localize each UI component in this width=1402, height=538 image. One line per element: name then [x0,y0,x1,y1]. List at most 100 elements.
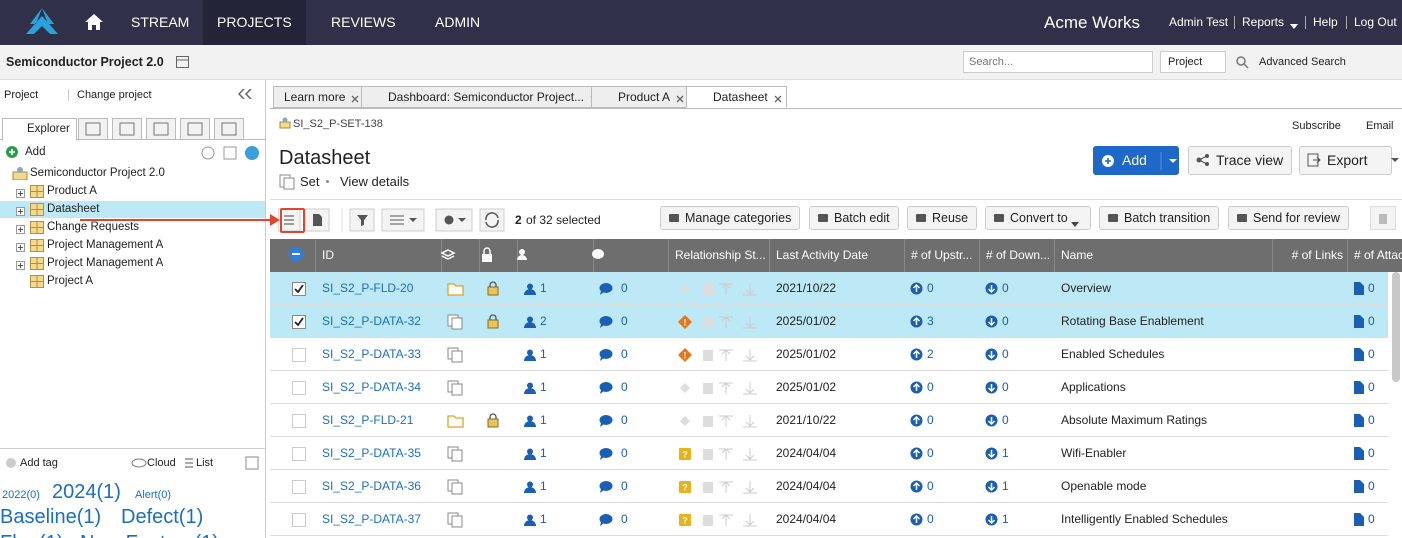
column-header[interactable]: # of Links [1273,239,1348,272]
item-id[interactable]: SI_S2_P-DATA-34 [322,380,421,394]
attachment-count[interactable]: 0 [1368,347,1375,361]
user-count[interactable]: 1 [540,281,547,295]
comment-count[interactable]: 0 [621,314,628,328]
tag[interactable]: Defect(1) [121,506,204,528]
email[interactable]: Email [1366,120,1394,132]
explorer-tab[interactable]: Explorer [2,118,77,141]
downstream-count[interactable]: 0 [1002,347,1009,361]
tree-node[interactable]: Project Management A [47,239,164,251]
item-id[interactable]: SI_S2_P-DATA-32 [322,314,421,328]
item-id[interactable]: SI_S2_P-DATA-33 [322,347,421,361]
toolbar-button[interactable]: Batch edit [809,206,899,230]
tag[interactable]: 2024(1) [52,481,121,503]
export[interactable]: Export [1299,146,1393,175]
tag[interactable]: Alert(0) [135,489,172,501]
comment-count[interactable]: 0 [621,347,628,361]
tag[interactable]: Flag(1) [0,532,63,538]
downstream-count[interactable]: 1 [1002,479,1009,493]
comment-count[interactable]: 0 [621,446,628,460]
tree-node[interactable]: Product A [47,185,97,197]
comment-count[interactable]: 0 [621,281,628,295]
nav-item[interactable]: REVIEWS [331,14,396,30]
tree-node[interactable]: Project Management A [47,257,164,269]
attachment-count[interactable]: 0 [1368,380,1375,394]
user-name[interactable]: Admin Test [1169,15,1229,29]
tree-node[interactable]: Change Requests [47,221,140,233]
comment-count[interactable]: 0 [621,479,628,493]
upstream-count[interactable]: 0 [927,380,934,394]
tree-root[interactable]: Semiconductor Project 2.0 [30,167,165,179]
upstream-count[interactable]: 2 [927,347,934,361]
project-menu[interactable]: Project [4,89,39,101]
downstream-count[interactable]: 1 [1002,512,1009,526]
logo[interactable] [22,6,62,38]
nav-link[interactable]: Help [1313,15,1338,29]
comment-count[interactable]: 0 [621,380,628,394]
item-id[interactable]: SI_S2_P-FLD-21 [322,413,414,427]
downstream-count[interactable]: 0 [1002,380,1009,394]
column-header[interactable]: # of Upstr... [905,239,980,272]
downstream-count[interactable]: 1 [1002,446,1009,460]
nav-link[interactable]: Log Out [1354,15,1397,29]
search-input[interactable] [963,51,1153,73]
nav-item[interactable]: ADMIN [435,14,481,30]
toolbar-button[interactable]: Reuse [907,206,978,230]
column-header[interactable]: Last Activity Date [770,239,905,272]
user-count[interactable]: 2 [540,314,547,328]
comment-count[interactable]: 0 [621,413,628,427]
user-count[interactable]: 1 [540,512,547,526]
attachment-count[interactable]: 0 [1368,479,1375,493]
column-header[interactable]: Relationship St... [669,239,770,272]
scope-select[interactable]: Project [1160,51,1226,73]
toolbar-button[interactable]: Batch transition [1099,206,1220,230]
nav-link[interactable]: Reports [1242,15,1285,29]
upstream-count[interactable]: 3 [927,314,934,328]
tag[interactable]: Baseline(1) [0,506,102,528]
tag-tool[interactable]: Cloud [147,457,176,469]
add-button[interactable]: Add [25,146,46,158]
user-count[interactable]: 1 [540,380,547,394]
attachment-count[interactable]: 0 [1368,446,1375,460]
nav-item[interactable]: STREAM [131,14,190,30]
item-id[interactable]: SI_S2_P-DATA-35 [322,446,421,460]
tab[interactable]: Datasheet [686,86,787,108]
column-header[interactable]: ID [316,239,442,272]
change-project[interactable]: Change project [68,89,152,101]
upstream-count[interactable]: 0 [927,479,934,493]
user-count[interactable]: 1 [540,413,547,427]
item-id[interactable]: SI_S2_P-FLD-20 [322,281,414,295]
downstream-count[interactable]: 0 [1002,314,1009,328]
item-id[interactable]: SI_S2_P-DATA-37 [322,512,421,526]
tab[interactable]: Dashboard: Semiconductor Project... [361,86,604,108]
column-header[interactable]: # of Down... [980,239,1055,272]
attachment-count[interactable]: 0 [1368,413,1375,427]
toolbar-button[interactable]: Send for review [1228,206,1349,230]
downstream-count[interactable]: 0 [1002,281,1009,295]
tag-tool[interactable]: Add tag [20,457,58,469]
attachment-count[interactable]: 0 [1368,314,1375,328]
column-header[interactable]: Name [1055,239,1273,272]
tag-tool[interactable]: List [196,457,214,469]
upstream-count[interactable]: 0 [927,413,934,427]
user-count[interactable]: 1 [540,446,547,460]
tree-node[interactable]: Datasheet [47,203,100,215]
upstream-count[interactable]: 0 [927,281,934,295]
toolbar-button[interactable]: Manage categories [660,206,801,230]
subscribe[interactable]: Subscribe [1292,120,1341,132]
user-count[interactable]: 1 [540,479,547,493]
tree-node[interactable]: Project A [47,275,94,287]
comment-count[interactable]: 0 [621,512,628,526]
column-header[interactable]: # of Attac [1348,239,1402,272]
tag[interactable]: New Feature(1) [80,532,219,538]
advanced-search[interactable]: Advanced Search [1259,56,1346,68]
upstream-count[interactable]: 0 [927,446,934,460]
view-details[interactable]: View details [340,174,410,189]
attachment-count[interactable]: 0 [1368,281,1375,295]
nav-item[interactable]: PROJECTS [203,0,306,45]
tab[interactable]: Product A [591,86,690,108]
trace-view[interactable]: Trace view [1188,146,1293,175]
attachment-count[interactable]: 0 [1368,512,1375,526]
item-id[interactable]: SI_S2_P-DATA-36 [322,479,421,493]
user-count[interactable]: 1 [540,347,547,361]
upstream-count[interactable]: 0 [927,512,934,526]
